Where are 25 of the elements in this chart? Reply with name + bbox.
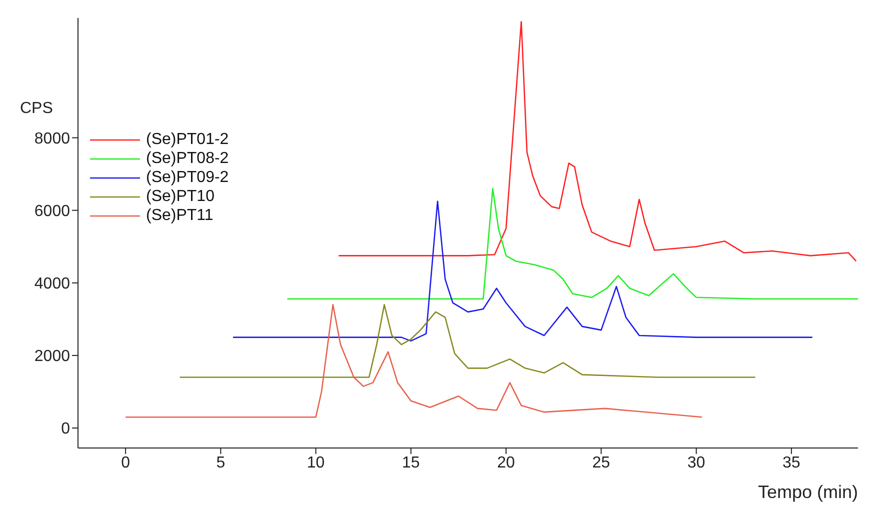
y-tick-label: 6000 <box>34 203 70 220</box>
y-tick-label: 4000 <box>34 276 70 293</box>
line-series <box>232 200 813 342</box>
y-axis-title: CPS <box>20 100 53 118</box>
y-tick-label: 2000 <box>34 348 70 366</box>
x-axis-title: Tempo (min) <box>758 482 858 502</box>
x-tick-label: 10 <box>306 454 325 472</box>
y-tick-label: 8000 <box>34 130 70 148</box>
x-tick-label: 15 <box>402 454 420 472</box>
x-tick-label: 35 <box>782 454 800 472</box>
x-tick-label: 5 <box>216 454 226 472</box>
line-series <box>124 304 703 418</box>
legend-label: (Se)PT09-2 <box>146 168 229 186</box>
x-tick-label: 25 <box>592 454 610 472</box>
line-series <box>179 304 756 378</box>
x-tick-label: 0 <box>121 454 130 472</box>
x-tick-label: 20 <box>497 454 516 472</box>
legend-label: (Se)PT01-2 <box>146 130 229 148</box>
legend-label: (Se)PT08-2 <box>146 150 229 168</box>
y-tick-label: 0 <box>61 420 70 438</box>
legend-label: (Se)PT10 <box>146 188 214 206</box>
line-series <box>286 188 858 300</box>
line-series <box>338 20 857 262</box>
x-tick-label: 30 <box>687 454 706 472</box>
legend-label: (Se)PT11 <box>146 206 214 224</box>
